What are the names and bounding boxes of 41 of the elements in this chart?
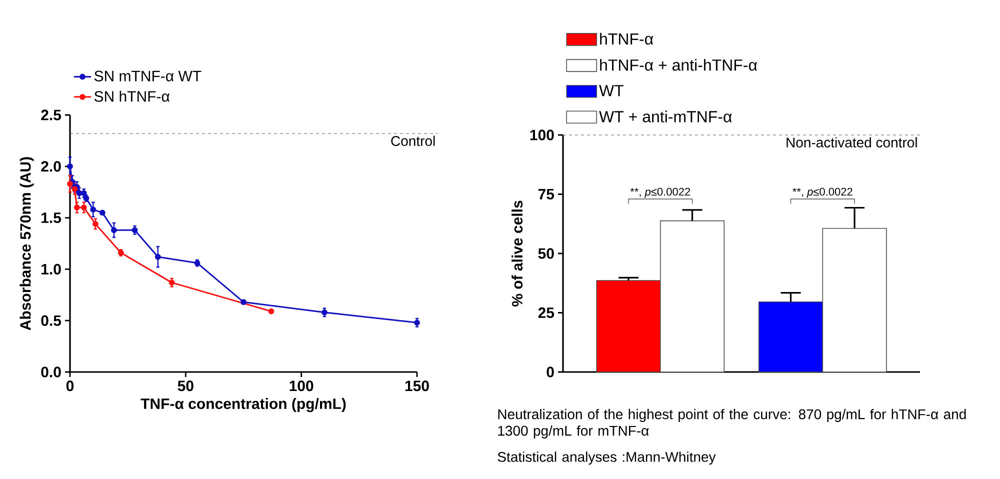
legend-label: WT: [599, 85, 624, 96]
point: [132, 227, 138, 234]
point: [74, 204, 80, 210]
y-axis-title: % of alive cells: [512, 200, 523, 306]
point: [322, 309, 328, 316]
x-tick-label: 150: [405, 380, 429, 392]
y-tick-label: 2.0: [41, 161, 61, 172]
legend-label: hTNF-α: [600, 32, 654, 45]
point: [268, 308, 274, 314]
x-axis-title: TNF-α concentration (pg/mL): [140, 398, 346, 412]
point: [90, 206, 96, 213]
point: [80, 204, 87, 210]
y-tick-label: 75: [538, 189, 554, 200]
y-tick-label: 1.5: [42, 212, 62, 224]
point: [67, 163, 73, 170]
y-tick-label: 0.0: [41, 366, 61, 378]
legend-label: SN hTNF-α: [94, 90, 170, 102]
y-tick-label: 0: [546, 366, 554, 378]
y-tick-label: 50: [538, 248, 554, 259]
y-tick-label: 25: [538, 307, 554, 318]
point: [168, 280, 175, 286]
point: [111, 227, 117, 234]
legend-label: hTNF-α + anti-hTNF-α: [600, 58, 758, 71]
y-tick-label: 2.5: [41, 110, 62, 120]
y-tick-label: 1.0: [42, 264, 61, 275]
text: Statistical analyses :Mann-Whitney: [498, 452, 716, 465]
x-tick-label: 0: [66, 380, 74, 392]
point: [154, 254, 161, 260]
ref-line-label: Non-activated control: [786, 137, 917, 148]
y-tick-label: 0.5: [41, 315, 62, 326]
y-tick-label: 100: [530, 130, 554, 140]
annotation: **, p≤0.0022: [792, 188, 852, 198]
y-axis-title: Absorbance 570nm (AU): [20, 157, 34, 330]
legend-label: SN mTNF-α WT: [94, 70, 202, 82]
legend-label: WT + anti-mTNF-α: [599, 110, 732, 122]
ref-line-label: Control: [391, 136, 435, 146]
annotation: **, p≤0.0022: [630, 188, 690, 198]
x-tick-label: 50: [178, 380, 194, 392]
text: Neutralization of the highest point of the curve: 870 pg/mL for hTNF-α and 1300 pg/mL for mTNF-α: [498, 408, 966, 438]
x-tick-label: 100: [290, 380, 314, 392]
point: [92, 221, 98, 227]
